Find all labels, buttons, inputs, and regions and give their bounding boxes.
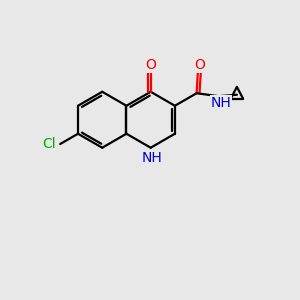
Text: O: O [145,58,156,72]
Text: Cl: Cl [42,137,56,151]
Text: NH: NH [142,151,163,165]
Text: O: O [194,58,205,72]
Text: NH: NH [211,96,231,110]
